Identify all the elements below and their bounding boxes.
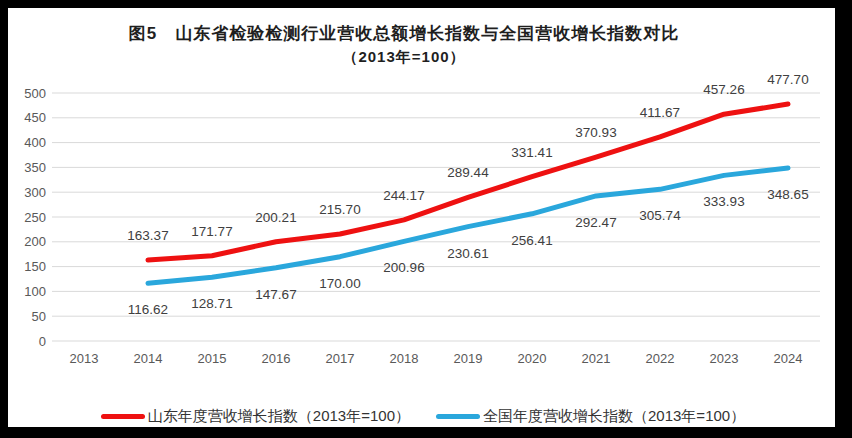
value-label: 200.96	[383, 260, 424, 275]
y-tick-label: 150	[24, 259, 46, 274]
value-label: 292.47	[575, 215, 616, 230]
x-tick-label: 2013	[70, 351, 99, 366]
shandong-series-label: 山东年度营收增长指数（2013年=100）	[148, 407, 410, 426]
y-tick-label: 200	[24, 234, 46, 249]
x-tick-label: 2022	[646, 351, 675, 366]
value-label: 477.70	[767, 72, 808, 87]
value-label: 331.41	[511, 145, 552, 160]
value-label: 171.77	[191, 224, 232, 239]
shandong-series-swatch	[101, 414, 145, 419]
value-label: 244.17	[383, 188, 424, 203]
value-label: 256.41	[511, 233, 552, 248]
y-tick-label: 450	[24, 110, 46, 125]
x-tick-label: 2023	[710, 351, 739, 366]
chart-figure: 图5 山东省检验检测行业营收总额增长指数与全国营收增长指数对比 （2013年=1…	[0, 0, 852, 438]
value-label: 230.61	[447, 246, 488, 261]
value-label: 128.71	[191, 296, 232, 311]
x-tick-label: 2018	[390, 351, 419, 366]
y-tick-label: 400	[24, 135, 46, 150]
y-tick-label: 100	[24, 284, 46, 299]
value-label: 215.70	[319, 202, 360, 217]
plot-area: 0 50 100 150 200 250 300 350 400 450 500 2013 2014 20…	[8, 8, 843, 427]
x-tick-label: 2017	[326, 351, 355, 366]
value-label: 348.65	[767, 187, 808, 202]
value-label: 170.00	[319, 276, 360, 291]
legend-item-national: 全国年度营收增长指数（2013年=100）	[436, 407, 745, 426]
value-label: 289.44	[447, 165, 489, 180]
y-tick-label: 50	[32, 309, 46, 324]
x-tick-label: 2019	[454, 351, 483, 366]
y-tick-label: 350	[24, 160, 46, 175]
x-tick-label: 2015	[198, 351, 227, 366]
x-tick-label: 2014	[134, 351, 163, 366]
value-label: 370.93	[575, 125, 616, 140]
x-tick-label: 2016	[262, 351, 291, 366]
y-tick-label: 0	[39, 334, 46, 349]
y-tick-label: 300	[24, 185, 46, 200]
y-tick-label: 500	[24, 86, 46, 101]
national-series-swatch	[436, 414, 480, 419]
value-label: 411.67	[640, 105, 680, 120]
y-tick-label: 250	[24, 210, 46, 225]
legend: 山东年度营收增长指数（2013年=100） 全国年度营收增长指数（2013年=1…	[8, 405, 838, 427]
x-tick-label: 2021	[582, 351, 611, 366]
x-tick-label: 2020	[518, 351, 547, 366]
chart-paper: 图5 山东省检验检测行业营收总额增长指数与全国营收增长指数对比 （2013年=1…	[8, 8, 835, 427]
legend-item-shandong: 山东年度营收增长指数（2013年=100）	[101, 407, 410, 426]
value-label: 200.21	[255, 210, 296, 225]
value-label: 305.74	[639, 208, 681, 223]
national-series-label: 全国年度营收增长指数（2013年=100）	[483, 407, 745, 426]
value-label: 163.37	[127, 228, 168, 243]
value-label: 116.62	[128, 302, 168, 317]
value-label: 457.26	[703, 82, 744, 97]
national-series-line	[148, 168, 788, 283]
value-label: 147.67	[255, 287, 296, 302]
x-tick-label: 2024	[774, 351, 803, 366]
value-label: 333.93	[703, 194, 744, 209]
